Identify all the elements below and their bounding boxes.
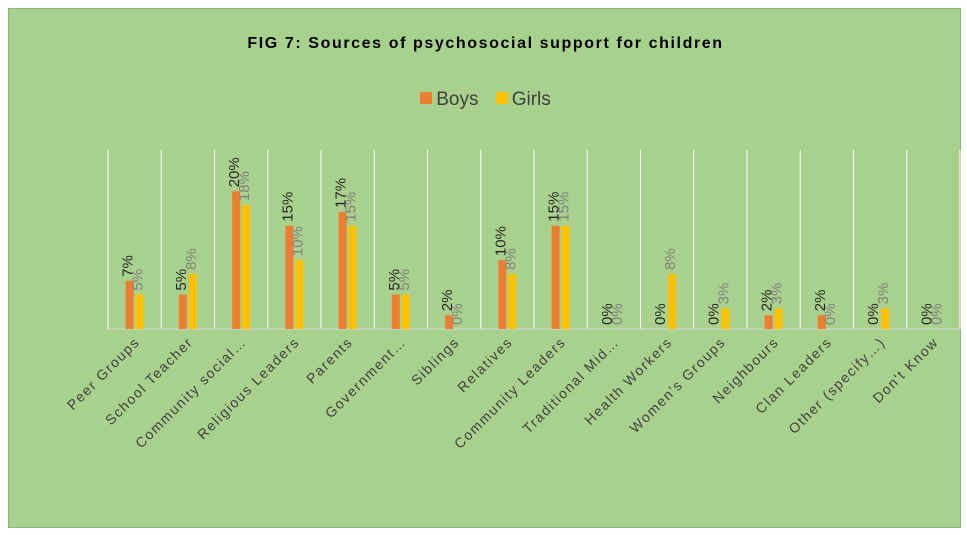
data-label-boys: 17% — [333, 178, 350, 208]
data-label-boys: 2% — [759, 290, 776, 312]
data-label-girls: 3% — [715, 283, 732, 305]
data-label-boys: 15% — [279, 192, 296, 222]
data-label-boys: 0% — [599, 303, 616, 325]
bar-girls — [721, 308, 730, 329]
bar-boys — [338, 211, 347, 329]
data-label-girls: 8% — [662, 248, 679, 270]
data-label-girls: 0% — [928, 303, 945, 325]
bar-boys — [498, 260, 507, 329]
bar-girls — [401, 294, 410, 329]
bar-girls — [348, 225, 357, 329]
category-label: Parents — [303, 334, 356, 387]
data-label-girls: 0% — [449, 303, 466, 325]
data-label-boys: 0% — [652, 303, 669, 325]
data-label-boys: 15% — [546, 192, 563, 222]
bar-boys — [232, 191, 241, 329]
legend-label-boys: Boys — [436, 89, 479, 110]
category-label: Traditional Mid… — [519, 334, 622, 437]
bar-boys — [125, 280, 134, 329]
data-label-boys: 7% — [120, 255, 137, 277]
bar-boys — [178, 294, 187, 329]
data-label-girls: 15% — [556, 192, 573, 222]
bar-girls — [242, 205, 251, 329]
data-label-girls: 10% — [289, 226, 306, 256]
data-label-boys: 5% — [173, 269, 190, 291]
bar-girls — [508, 273, 517, 329]
legend-swatch-girls — [495, 92, 508, 104]
data-label-boys: 5% — [386, 269, 403, 291]
bar-boys — [391, 294, 400, 329]
bar-girls — [561, 225, 570, 329]
data-label-girls: 3% — [875, 283, 892, 305]
legend-item-girls: Girls — [495, 89, 551, 111]
category-label: Women's Groups — [626, 334, 728, 436]
data-label-girls: 8% — [502, 248, 519, 270]
bar-girls — [668, 273, 677, 329]
legend: Boys Girls — [9, 89, 962, 111]
bar-boys — [764, 315, 773, 329]
data-label-girls: 3% — [769, 283, 786, 305]
bar-boys — [817, 315, 826, 329]
legend-swatch-boys — [420, 92, 433, 104]
data-label-boys: 10% — [492, 226, 509, 256]
bar-boys — [285, 225, 294, 329]
data-label-girls: 8% — [183, 248, 200, 270]
bar-boys — [551, 225, 560, 329]
bar-boys — [445, 315, 454, 329]
data-label-girls: 18% — [236, 171, 253, 201]
legend-item-boys: Boys — [420, 89, 478, 111]
bar-girls — [774, 308, 783, 329]
chart-title: FIG 7: Sources of psychosocial support f… — [247, 35, 724, 52]
data-label-girls: 15% — [343, 192, 360, 222]
category-label: Other (specify…) — [785, 334, 888, 437]
data-label-girls: 5% — [130, 269, 147, 291]
data-label-boys: 0% — [918, 303, 935, 325]
legend-label-girls: Girls — [511, 89, 551, 110]
chart-frame: FIG 7: Sources of psychosocial support f… — [8, 8, 961, 528]
data-label-boys: 2% — [439, 290, 456, 312]
data-label-girls: 0% — [822, 303, 839, 325]
category-label: Religious Leaders — [194, 334, 303, 443]
bar-girls — [295, 260, 304, 329]
data-label-boys: 0% — [865, 303, 882, 325]
data-label-girls: 0% — [609, 303, 626, 325]
data-label-girls: 5% — [396, 269, 413, 291]
data-label-boys: 0% — [705, 303, 722, 325]
bar-girls — [135, 294, 144, 329]
bar-girls — [881, 308, 890, 329]
category-label: Siblings — [408, 334, 462, 388]
data-label-boys: 2% — [812, 290, 829, 312]
data-label-boys: 20% — [226, 157, 243, 187]
bar-girls — [188, 273, 197, 329]
